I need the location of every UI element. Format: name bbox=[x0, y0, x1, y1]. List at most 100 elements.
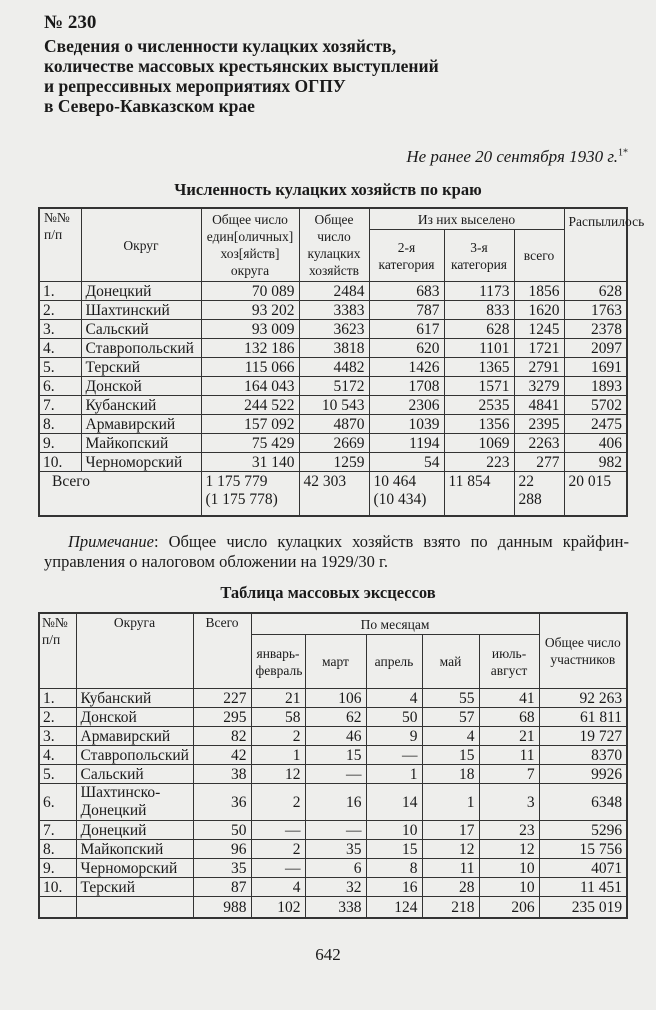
table-row: 5. Терский 115 066 4482 1426 1365 2791 1691 bbox=[38, 357, 628, 377]
value: 1 175 779 bbox=[205, 473, 268, 490]
value-cell: 1365 bbox=[443, 357, 515, 377]
okrug-name: Ставропольский bbox=[75, 745, 194, 765]
value-cell: 3383 bbox=[298, 300, 370, 320]
value-cell: 35 bbox=[304, 839, 367, 859]
value-cell: 1356 bbox=[443, 414, 515, 434]
value-cell: 8370 bbox=[538, 745, 628, 765]
value-cell: 1620 bbox=[513, 300, 565, 320]
table-row: 1. Донецкий 70 089 2484 683 1173 1856 628 bbox=[38, 281, 628, 301]
table-row: 7. Донецкий 50— —10 17 23 5296 bbox=[38, 820, 628, 840]
okrug-name: Армавирский bbox=[80, 414, 202, 434]
okrug-name: Кубанский bbox=[80, 395, 202, 415]
total-cat2-cell: 10 464 (10 434) bbox=[368, 471, 445, 517]
value-cell: 2 bbox=[250, 839, 306, 859]
value-cell: 1101 bbox=[443, 338, 515, 358]
table-row: 2. Шахтинский 93 202 3383 787 833 1620 1763 bbox=[38, 300, 628, 320]
okrug-name: Донецкий bbox=[75, 820, 194, 840]
col-participants: Общее число участников bbox=[538, 612, 628, 689]
okrug-name: Терский bbox=[80, 357, 202, 377]
value-cell: 132 186 bbox=[200, 338, 300, 358]
title-line: Сведения о численности кулацких хозяйств… bbox=[44, 36, 397, 56]
value-cell: 10 543 bbox=[298, 395, 370, 415]
col-by-month: По месяцам bbox=[250, 612, 540, 635]
value-cell: 3279 bbox=[513, 376, 565, 396]
col-okrug: Округ bbox=[80, 207, 202, 282]
document-title: Сведения о численности кулацких хозяйств… bbox=[44, 36, 439, 116]
table-total-row: 988 102 338 124 218 206 235 019 bbox=[38, 896, 628, 919]
value-cell: 277 bbox=[513, 452, 565, 472]
value-cell: 406 bbox=[563, 433, 628, 453]
value-cell: 50 bbox=[192, 820, 252, 840]
value-cell: 62 bbox=[304, 707, 367, 727]
table-row: 8. Армавирский 157 092 4870 1039 1356 2395 2475 bbox=[38, 414, 628, 434]
table-row: 9. Майкопский 75 429 2669 1194 1069 2263 406 bbox=[38, 433, 628, 453]
row-number: 4. bbox=[38, 745, 77, 765]
table-row: 3. Сальский 93 009 3623 617 628 1245 2378 bbox=[38, 319, 628, 339]
value-cell: — bbox=[304, 764, 367, 784]
value-cell: 628 bbox=[563, 281, 628, 301]
okrug-name: Сальский bbox=[75, 764, 194, 784]
footnote-mark: 1* bbox=[618, 147, 628, 159]
okrug-name: Шахтинский bbox=[80, 300, 202, 320]
value-cell: 9 bbox=[365, 726, 423, 746]
value-cell: 4 bbox=[250, 877, 306, 897]
value-cell: 227 bbox=[192, 688, 252, 708]
value-cell: 38 bbox=[192, 764, 252, 784]
value-cell: 1069 bbox=[443, 433, 515, 453]
value-cell: 11 bbox=[478, 745, 540, 765]
value-cell: 82 bbox=[192, 726, 252, 746]
value-cell: 92 263 bbox=[538, 688, 628, 708]
value-cell: 50 bbox=[365, 707, 423, 727]
row-number: 10. bbox=[38, 452, 82, 472]
row-number: 5. bbox=[38, 357, 82, 377]
value-cell: 3623 bbox=[298, 319, 370, 339]
value-cell: — bbox=[365, 745, 423, 765]
value-cell: 1708 bbox=[368, 376, 445, 396]
value-cell: 1691 bbox=[563, 357, 628, 377]
value-alt: (1 175 778) bbox=[205, 491, 278, 508]
value-cell: 5296 bbox=[538, 820, 628, 840]
value-cell: 4071 bbox=[538, 858, 628, 878]
value-cell: 617 bbox=[368, 319, 445, 339]
col-num: №№ п/п bbox=[38, 612, 77, 689]
table-row: 6. Донской 164 043 5172 1708 1571 3279 1893 bbox=[38, 376, 628, 396]
okrug-name: Ставропольский bbox=[80, 338, 202, 358]
value-cell: 12 bbox=[478, 839, 540, 859]
page-number: 642 bbox=[315, 945, 341, 964]
value-cell: 1426 bbox=[368, 357, 445, 377]
col-total-households: Общее число един[оличных] хоз[яйств] окр… bbox=[200, 207, 300, 282]
value-cell: 68 bbox=[478, 707, 540, 727]
value-cell: 2097 bbox=[563, 338, 628, 358]
value-cell: 61 811 bbox=[538, 707, 628, 727]
value-cell: 11 451 bbox=[538, 877, 628, 897]
value-cell: 12 bbox=[250, 764, 306, 784]
value-cell: — bbox=[250, 858, 306, 878]
value-cell: 31 140 bbox=[200, 452, 300, 472]
value-cell: 4870 bbox=[298, 414, 370, 434]
title-line: в Северо-Кавказском крае bbox=[44, 96, 255, 116]
table-row: 7. Кубанский 244 522 10 543 2306 2535 4841 5702 bbox=[38, 395, 628, 415]
table-row: 1. Кубанский 227 21 106 4 55 41 92 263 bbox=[38, 688, 628, 708]
okrug-name: Терский bbox=[75, 877, 194, 897]
value-cell: 3818 bbox=[298, 338, 370, 358]
value-cell: 28 bbox=[421, 877, 480, 897]
row-number: 6. bbox=[38, 376, 82, 396]
value-cell: 12 bbox=[421, 839, 480, 859]
value-cell: 11 bbox=[421, 858, 480, 878]
value-cell: 42 bbox=[192, 745, 252, 765]
value-cell: 58 bbox=[250, 707, 306, 727]
value-cell: 96 bbox=[192, 839, 252, 859]
value-cell: 35 bbox=[192, 858, 252, 878]
value-cell: 2395 bbox=[513, 414, 565, 434]
value-cell: 16 bbox=[365, 877, 423, 897]
value-cell: 17 bbox=[421, 820, 480, 840]
kulak-households-table: №№ п/п Округ Общее число един[оличных] х… bbox=[38, 207, 644, 517]
value-cell: 1571 bbox=[443, 376, 515, 396]
total-cell: 102 bbox=[250, 896, 306, 919]
total-cell: 206 bbox=[478, 896, 540, 919]
col-apr: апрель bbox=[365, 634, 423, 689]
value-cell: 7 bbox=[478, 764, 540, 784]
table-row: 9. Черноморский 35—6 8 11 10 4071 bbox=[38, 858, 628, 878]
value-cell: 55 bbox=[421, 688, 480, 708]
value-cell: 57 bbox=[421, 707, 480, 727]
